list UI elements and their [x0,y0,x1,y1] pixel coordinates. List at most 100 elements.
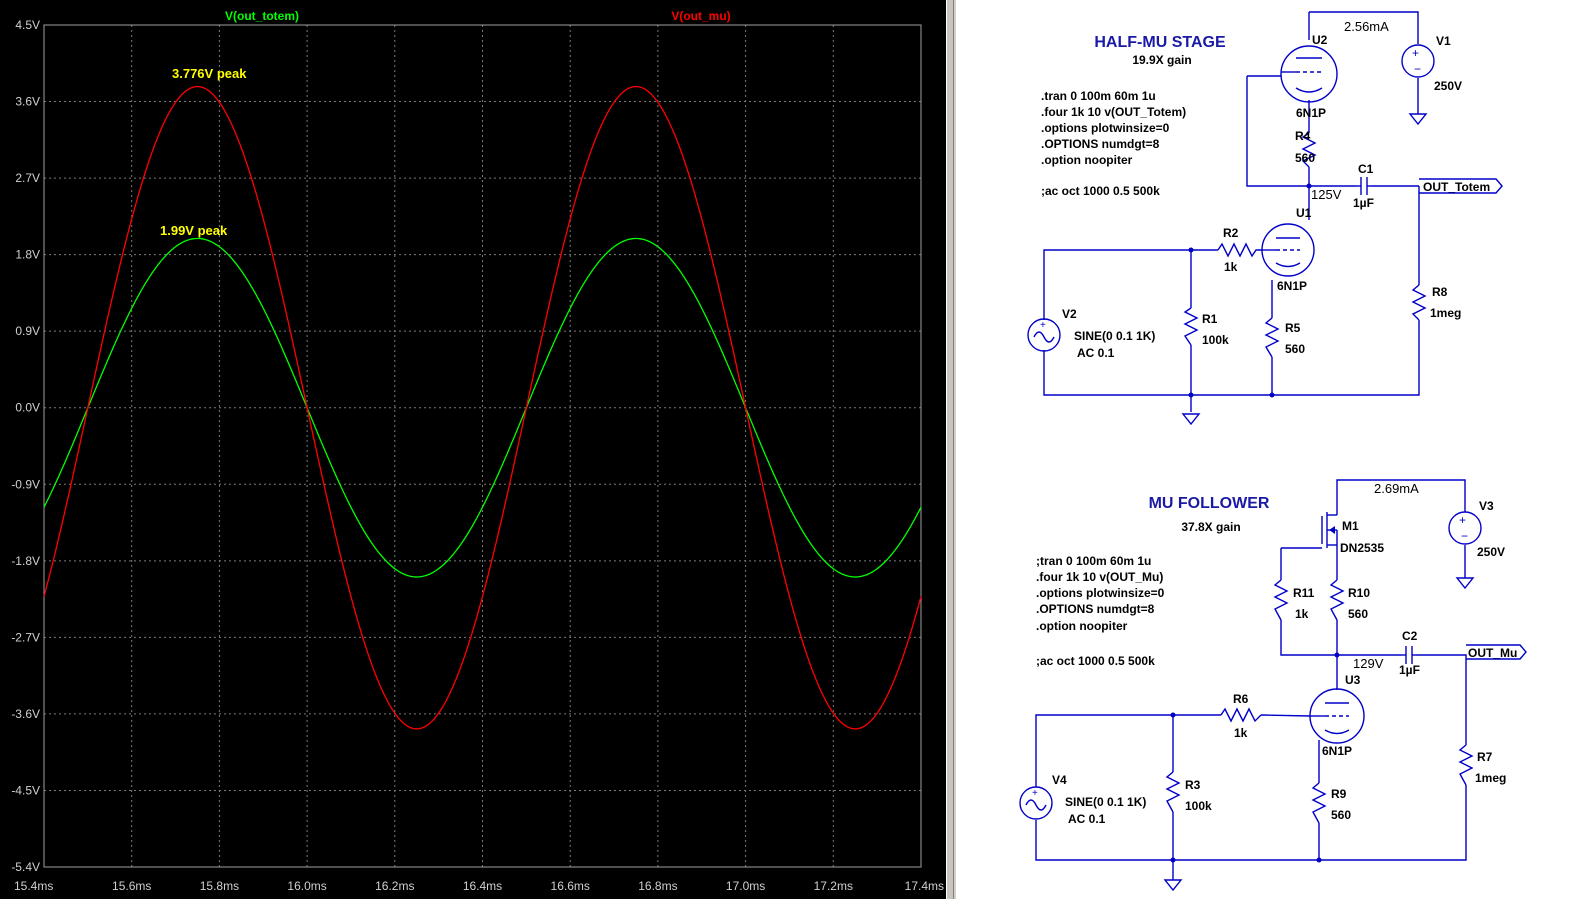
label-v1: V1 [1436,34,1451,48]
signal-source-v2[interactable]: + [1027,318,1061,352]
triode-u2[interactable] [1247,45,1338,103]
half-mu-title: HALF-MU STAGE [1094,34,1226,51]
directive-line[interactable]: .options plotwinsize=0 [1041,121,1170,135]
y-tick-label: 0.9V [15,324,40,338]
trace-label-out-mu[interactable]: V(out_mu) [671,9,730,23]
label-c1: C1 [1358,162,1374,176]
resistor-r8[interactable] [1411,284,1427,321]
voltage-source-v1[interactable]: + − [1401,44,1435,126]
value-r2: 1k [1224,260,1238,274]
label-r6: R6 [1233,692,1249,706]
junction-dot [1269,392,1275,398]
plot-series [43,85,922,730]
label-r5: R5 [1285,321,1301,335]
directive-line[interactable]: .tran 0 100m 60m 1u [1041,89,1156,103]
peak-annotation-green: 1.99V peak [160,223,228,238]
junction-dot [1170,712,1176,718]
signal-source-v4[interactable]: + [1019,786,1053,820]
directive-line[interactable]: .OPTIONS numdgt=8 [1041,137,1160,151]
x-tick-label: 15.8ms [200,879,239,893]
schematic-pane[interactable]: HALF-MU STAGE 19.9X gain .tran 0 100m 60… [956,0,1574,899]
model-u2: 6N1P [1296,106,1326,120]
ac-v4: AC 0.1 [1068,812,1106,826]
label-m1: M1 [1342,519,1359,533]
schematic-canvas[interactable]: HALF-MU STAGE 19.9X gain .tran 0 100m 60… [956,0,1574,899]
value-c1: 1µF [1353,196,1374,210]
resistor-r4[interactable] [1301,132,1317,168]
directive-line[interactable]: .four 1k 10 v(OUT_Mu) [1036,570,1163,584]
plot-frame [43,24,922,868]
junction-dot [1170,857,1176,863]
directive-line[interactable]: .option noopiter [1041,153,1133,167]
y-tick-label: 3.6V [15,95,40,109]
capacitor-c1[interactable] [1356,177,1371,195]
series-line-v-out-mu-[interactable] [43,85,922,730]
directive-ac[interactable]: ;ac oct 1000 0.5 500k [1036,654,1155,668]
node-voltage-half-mu: 125V [1311,187,1342,202]
junction-dot [1334,652,1340,658]
x-tick-label: 15.4ms [14,879,53,893]
junction-dot [1306,183,1312,189]
capacitor-c2[interactable] [1401,646,1416,664]
y-tick-label: 4.5V [15,18,40,32]
directive-line[interactable]: .four 1k 10 v(OUT_Totem) [1041,105,1186,119]
trace-label-out-totem[interactable]: V(out_totem) [225,9,299,23]
junction-dot [1188,392,1194,398]
y-tick-label: 0.0V [15,401,40,415]
value-v1: 250V [1434,79,1462,93]
svg-text:+: + [1040,320,1046,331]
triode-u3[interactable] [1260,688,1365,744]
triode-u1[interactable] [1261,223,1315,277]
wire [1280,620,1401,656]
value-r6: 1k [1234,726,1248,740]
resistor-r1[interactable] [1183,307,1199,346]
pane-splitter[interactable] [946,0,954,899]
net-label-out-totem[interactable] [1419,178,1503,194]
label-r10: R10 [1348,586,1370,600]
resistor-r7[interactable] [1458,744,1474,786]
value-v2: SINE(0 0.1 1K) [1074,329,1155,343]
waveform-plot-pane[interactable]: 4.5V 3.6V 2.7V 1.8V 0.9V 0.0V -0.9V -1.8V -2.7V -… [0,0,946,899]
x-tick-label: 17.2ms [814,879,853,893]
label-r8: R8 [1432,285,1448,299]
mu-follower-stage: MU FOLLOWER 37.8X gain ;tran 0 100m 60m … [1019,479,1527,892]
resistor-r2[interactable] [1217,242,1262,258]
series-line-v-out-totem-[interactable] [43,237,922,578]
resistor-r5[interactable] [1264,317,1280,358]
label-r9: R9 [1331,787,1347,801]
y-tick-label: -3.6V [11,707,40,721]
wire [1309,11,1419,44]
label-r11: R11 [1293,586,1315,600]
x-axis-ticks: 15.4ms 15.6ms 15.8ms 16.0ms 16.2ms 16.4ms 16.6… [14,879,944,893]
label-u3: U3 [1345,673,1361,687]
wire [1336,479,1466,512]
y-tick-label: -5.4V [11,860,40,874]
svg-text:+: + [1412,46,1419,60]
waveform-chart[interactable]: 4.5V 3.6V 2.7V 1.8V 0.9V 0.0V -0.9V -1.8V -2.7V -… [0,0,946,899]
resistor-r9[interactable] [1311,782,1327,824]
half-mu-stage: HALF-MU STAGE 19.9X gain .tran 0 100m 60… [1027,11,1503,426]
directive-line[interactable]: .option noopiter [1036,619,1128,633]
net-label-out-mu[interactable] [1466,644,1527,660]
resistor-r11[interactable] [1273,579,1289,621]
wire [1246,76,1356,187]
x-tick-label: 16.8ms [638,879,677,893]
resistor-r3[interactable] [1165,771,1181,813]
directive-ac[interactable]: ;ac oct 1000 0.5 500k [1041,184,1160,198]
model-m1: DN2535 [1340,541,1384,555]
out-mu-label: OUT_Mu [1468,646,1517,660]
out-totem-label: OUT_Totem [1423,180,1490,194]
x-tick-label: 16.0ms [287,879,326,893]
directive-line[interactable]: .options plotwinsize=0 [1036,586,1165,600]
directive-line[interactable]: .OPTIONS numdgt=8 [1036,602,1155,616]
peak-annotation-red: 3.776V peak [172,66,247,81]
value-r5: 560 [1285,342,1305,356]
resistor-r6[interactable] [1220,707,1262,723]
voltage-source-v3[interactable]: + − [1448,511,1482,590]
y-tick-label: -4.5V [11,783,40,797]
value-v3: 250V [1477,545,1505,559]
directive-line[interactable]: ;tran 0 100m 60m 1u [1036,554,1151,568]
y-tick-label: -2.7V [11,630,40,644]
resistor-r10[interactable] [1329,579,1345,621]
mosfet-m1[interactable] [1281,505,1338,555]
